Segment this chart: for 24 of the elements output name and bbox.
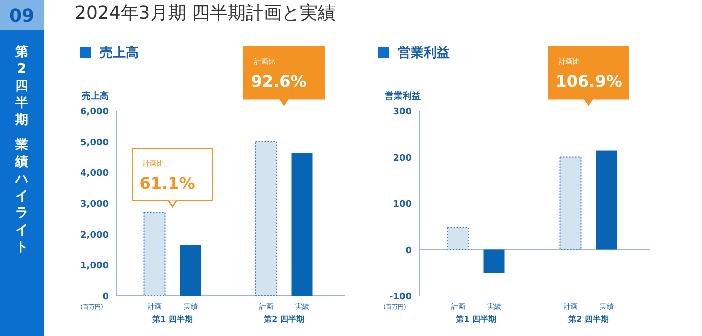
- y-tick-label: 2,000: [80, 230, 109, 241]
- y-tick-label: 0: [406, 246, 412, 256]
- text: 09: [9, 6, 35, 27]
- y-tick-label: 0: [102, 292, 109, 302]
- text: 2024年3月期 四半期計画と実績: [75, 3, 336, 24]
- y-tick-label: 6,000: [80, 108, 109, 118]
- chart-title: 営業利益: [398, 45, 450, 61]
- y-axis-title: 営業利益: [385, 91, 421, 102]
- text: 第1 四半期: [152, 315, 193, 324]
- y-tick-label: 1,000: [80, 262, 109, 272]
- text: 第2 四半期: [263, 315, 304, 324]
- y-tick-label: 5,000: [80, 138, 109, 148]
- y-tick-label: 300: [393, 108, 412, 118]
- y-tick-label: -100: [389, 292, 412, 302]
- chart-title: 売上高: [100, 45, 139, 61]
- text: 業績ハイライト: [14, 138, 28, 255]
- y-tick-label: 4,000: [80, 169, 109, 180]
- y-axis-title: 売上高: [82, 91, 109, 102]
- y-tick-label: 100: [393, 200, 412, 210]
- text: 第2四半期: [14, 45, 28, 128]
- text: 第2 四半期: [568, 315, 609, 324]
- y-tick-label: 3,000: [80, 200, 109, 210]
- text: 第1 四半期: [455, 315, 496, 324]
- y-tick-label: 200: [393, 154, 412, 164]
